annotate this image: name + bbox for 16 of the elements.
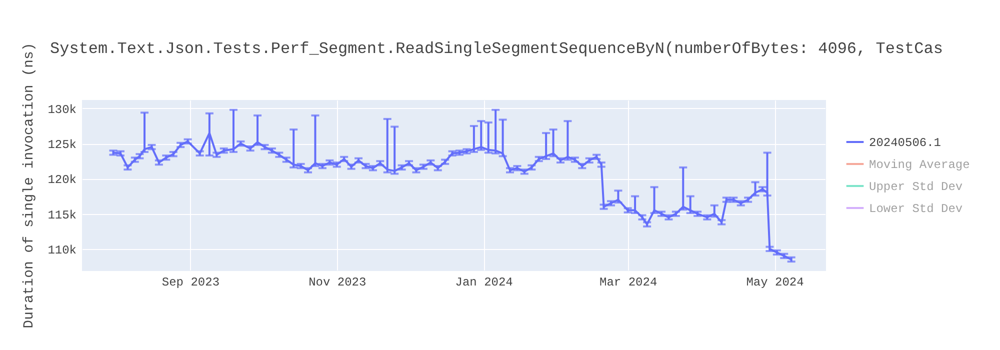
x-tick-label: May 2024: [746, 276, 804, 290]
x-tick-label: Sep 2023: [162, 276, 220, 290]
y-tick-label: 115k: [48, 208, 76, 222]
chart-title: System.Text.Json.Tests.Perf_Segment.ReadSingleSegmentSequenceByN(numberOfBytes: 4096, TestCas: [50, 40, 943, 58]
y-tick-label: 110k: [48, 243, 76, 258]
y-tick-label: 125k: [48, 138, 76, 152]
y-tick-label: 120k: [48, 173, 76, 188]
x-tick-label: Nov 2023: [308, 276, 366, 290]
legend-label: Moving Average: [869, 158, 970, 172]
legend-label: Upper Std Dev: [869, 180, 963, 194]
y-axis-title: Duration of single invocation (ns): [22, 42, 38, 328]
x-tick-label: Jan 2024: [455, 276, 513, 290]
y-tick-label: 130k: [48, 102, 76, 117]
x-tick-label: Mar 2024: [600, 276, 658, 290]
legend-label: Lower Std Dev: [869, 202, 963, 216]
legend-label: 20240506.1: [869, 136, 942, 150]
